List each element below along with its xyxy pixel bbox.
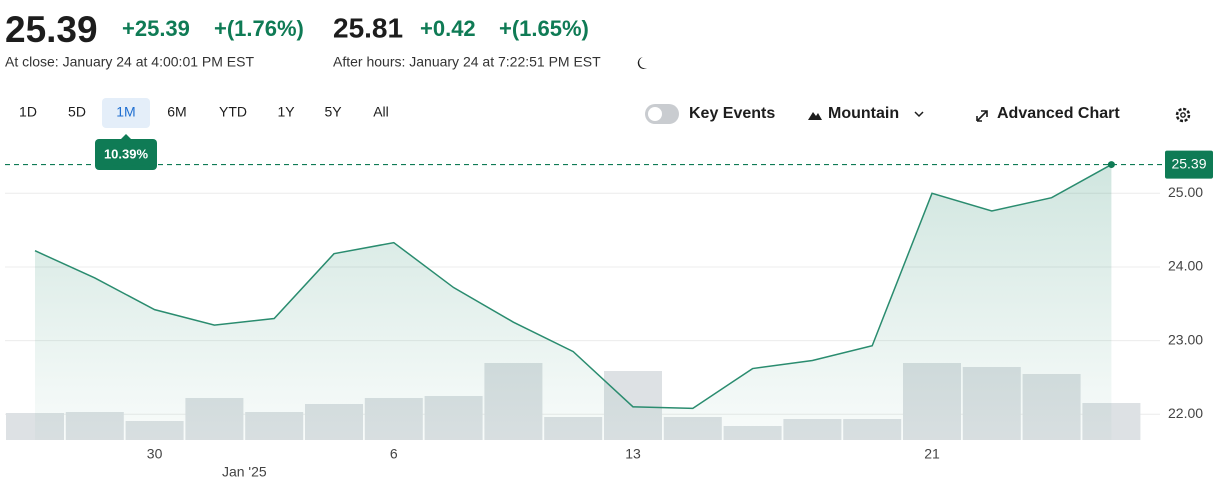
gear-icon[interactable] (1175, 107, 1191, 123)
after-pct: +(1.65%) (499, 16, 589, 41)
y-tick-label: 25.00 (1168, 184, 1203, 200)
range-tab[interactable]: 5Y (324, 104, 342, 120)
year-marker: Jan '25 (222, 464, 267, 480)
price: 25.39 (5, 9, 98, 50)
last-point (1107, 161, 1115, 169)
range-tab-active (102, 98, 150, 128)
range-tab[interactable]: YTD (219, 104, 247, 120)
mountain-icon (808, 112, 822, 120)
expand-icon (976, 110, 988, 122)
y-tick-label: 23.00 (1168, 331, 1203, 347)
x-tick-label: 30 (147, 446, 163, 462)
change-pct: +(1.76%) (214, 16, 304, 41)
key-events[interactable]: Key Events (689, 105, 775, 122)
toggle-knob (648, 107, 662, 121)
after-change: +0.42 (420, 16, 476, 41)
range-tab[interactable]: 1D (19, 104, 37, 120)
chevron (914, 111, 924, 118)
change: +25.39 (122, 16, 190, 41)
range-tabs: 1D 5D 10.39% 1M 6M YTD 1Y 5Y All (19, 98, 389, 170)
range-change: 10.39% (104, 146, 149, 161)
range-tab[interactable]: 1Y (277, 104, 295, 120)
close-note: At close: January 24 at 4:00:01 PM EST (5, 54, 254, 70)
x-tick-label: 21 (924, 446, 940, 462)
x-tick-label: 6 (390, 446, 398, 462)
price-line (34, 163, 1112, 410)
badge-pointer (120, 134, 132, 140)
range-tab[interactable]: 1M (116, 104, 135, 120)
y-tick-label: 22.00 (1168, 405, 1203, 421)
range-tab[interactable]: All (373, 104, 389, 120)
range-change-badge (95, 139, 157, 170)
range-tab[interactable]: 6M (167, 104, 186, 120)
y-tick-label: 24.00 (1168, 258, 1203, 274)
moon-icon (637, 57, 647, 69)
range-tab[interactable]: 5D (68, 104, 86, 120)
reference-badge (1165, 150, 1213, 179)
reference-label: 25.39 (1171, 155, 1206, 171)
gear-hole (1180, 112, 1186, 118)
chart: 22.00 23.00 24.00 25.00 25.39 30 6 13 21 Jan '25 (5, 150, 1213, 480)
x-tick-label: 13 (625, 446, 641, 462)
after-note: After hours: January 24 at 7:22:51 PM ES… (333, 54, 601, 70)
area (35, 164, 1112, 440)
after-price: 25.81 (333, 12, 403, 43)
advanced-chart[interactable]: Advanced Chart (997, 105, 1120, 122)
chart-type[interactable]: Mountain (828, 105, 899, 122)
